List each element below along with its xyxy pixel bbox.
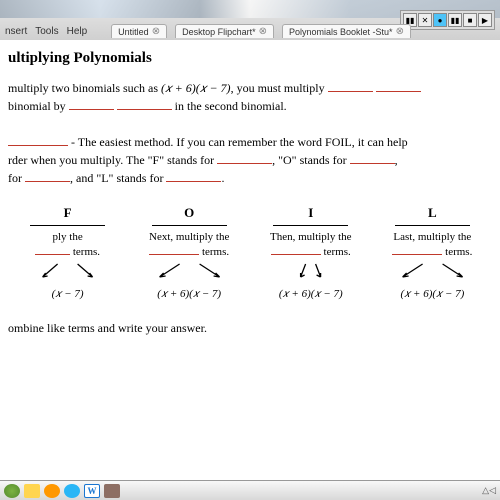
foil-col-l: L Last, multiply the terms. (𝑥 + 6)(𝑥 − … (375, 205, 490, 301)
foil-col-i: I Then, multiply the terms. (𝑥 + 6)(𝑥 − … (253, 205, 368, 301)
foil-desc: Next, multiply the terms. (132, 230, 247, 260)
document-area: ultiplying Polynomials multiply two bino… (0, 40, 500, 480)
foil-desc: ply the terms. (10, 230, 125, 260)
arrows-icon (253, 262, 368, 280)
taskbar: W △◁ (0, 480, 500, 500)
close-icon[interactable]: ⊗ (259, 26, 267, 37)
foil-col-o: O Next, multiply the terms. (𝑥 + 6)(𝑥 − … (132, 205, 247, 301)
blank (392, 244, 442, 255)
blank (8, 135, 68, 146)
foil-columns: F ply the terms. (𝑥 − 7) O Next, multipl… (8, 205, 492, 301)
media-record-button[interactable]: ● (433, 13, 447, 27)
media-pause2-button[interactable]: ▮▮ (448, 13, 462, 27)
divider (152, 225, 227, 226)
text: , you must multiply (231, 81, 328, 95)
foil-head: I (253, 205, 368, 221)
divider (273, 225, 348, 226)
blank (271, 244, 321, 255)
blank (376, 81, 421, 92)
divider (395, 225, 470, 226)
blank (350, 153, 395, 164)
tab-label: Polynomials Booklet -Stu* (289, 27, 393, 37)
text: in the second binomial. (172, 99, 287, 113)
blank (35, 244, 70, 255)
text: multiply two binomials such as (8, 81, 161, 95)
foil-paragraph: - The easiest method. If you can remembe… (8, 133, 492, 187)
tray-icons[interactable]: △◁ (482, 485, 496, 496)
foil-col-f: F ply the terms. (𝑥 − 7) (10, 205, 125, 301)
blank (117, 99, 172, 110)
blank (69, 99, 114, 110)
text: , "O" stands for (272, 153, 349, 167)
arrows-icon (375, 262, 490, 280)
arrows-icon (132, 262, 247, 280)
expression: (𝑥 + 6)(𝑥 − 7) (161, 81, 231, 95)
app-icon[interactable] (104, 484, 120, 498)
text: - The easiest method. If you can remembe… (68, 135, 408, 149)
expression: (𝑥 + 6)(𝑥 − 7) (132, 288, 247, 301)
system-tray: △◁ (482, 485, 496, 496)
foil-desc: Then, multiply the terms. (253, 230, 368, 260)
bottom-instruction: ombine like terms and write your answer. (8, 321, 492, 336)
media-close-button[interactable]: ✕ (418, 13, 432, 27)
menu-help[interactable]: Help (67, 26, 88, 37)
menubar: nsert Tools Help Untitled⊗ Desktop Flipc… (0, 22, 416, 40)
explorer-icon[interactable] (24, 484, 40, 498)
expression: (𝑥 − 7) (10, 288, 125, 301)
word-icon[interactable]: W (84, 484, 100, 498)
intro-paragraph: multiply two binomials such as (𝑥 + 6)(𝑥… (8, 79, 492, 115)
close-icon[interactable]: ⊗ (396, 26, 404, 37)
media-icon[interactable] (44, 484, 60, 498)
text: rder when you multiply. The "F" stands f… (8, 153, 217, 167)
tab-label: Untitled (118, 27, 149, 37)
foil-desc: Last, multiply the terms. (375, 230, 490, 260)
blank (217, 153, 272, 164)
text: binomial by (8, 99, 69, 113)
text: , (395, 153, 398, 167)
media-play-button[interactable]: ▶ (478, 13, 492, 27)
close-icon[interactable]: ⊗ (152, 26, 160, 37)
tab-polynomials[interactable]: Polynomials Booklet -Stu*⊗ (282, 24, 411, 38)
media-stop-button[interactable]: ■ (463, 13, 477, 27)
start-button[interactable] (4, 484, 20, 498)
menu-insert[interactable]: nsert (5, 26, 27, 37)
arrows-icon (10, 262, 125, 280)
foil-head: F (10, 205, 125, 221)
foil-head: L (375, 205, 490, 221)
blank (149, 244, 199, 255)
text: for (8, 171, 25, 185)
ie-icon[interactable] (64, 484, 80, 498)
tab-desktop-flipchart[interactable]: Desktop Flipchart*⊗ (175, 24, 274, 38)
tab-untitled[interactable]: Untitled⊗ (111, 24, 167, 38)
blank (166, 171, 221, 182)
text: , and "L" stands for (70, 171, 166, 185)
text: . (221, 171, 224, 185)
divider (30, 225, 105, 226)
expression: (𝑥 + 6)(𝑥 − 7) (253, 288, 368, 301)
tab-label: Desktop Flipchart* (182, 27, 256, 37)
menu-tools[interactable]: Tools (35, 26, 58, 37)
blank (25, 171, 70, 182)
topbar: ▮▮ ✕ ● ▮▮ ■ ▶ nsert Tools Help Untitled⊗… (0, 0, 500, 40)
foil-head: O (132, 205, 247, 221)
blank (328, 81, 373, 92)
page-title: ultiplying Polynomials (8, 50, 492, 67)
expression: (𝑥 + 6)(𝑥 − 7) (375, 288, 490, 301)
